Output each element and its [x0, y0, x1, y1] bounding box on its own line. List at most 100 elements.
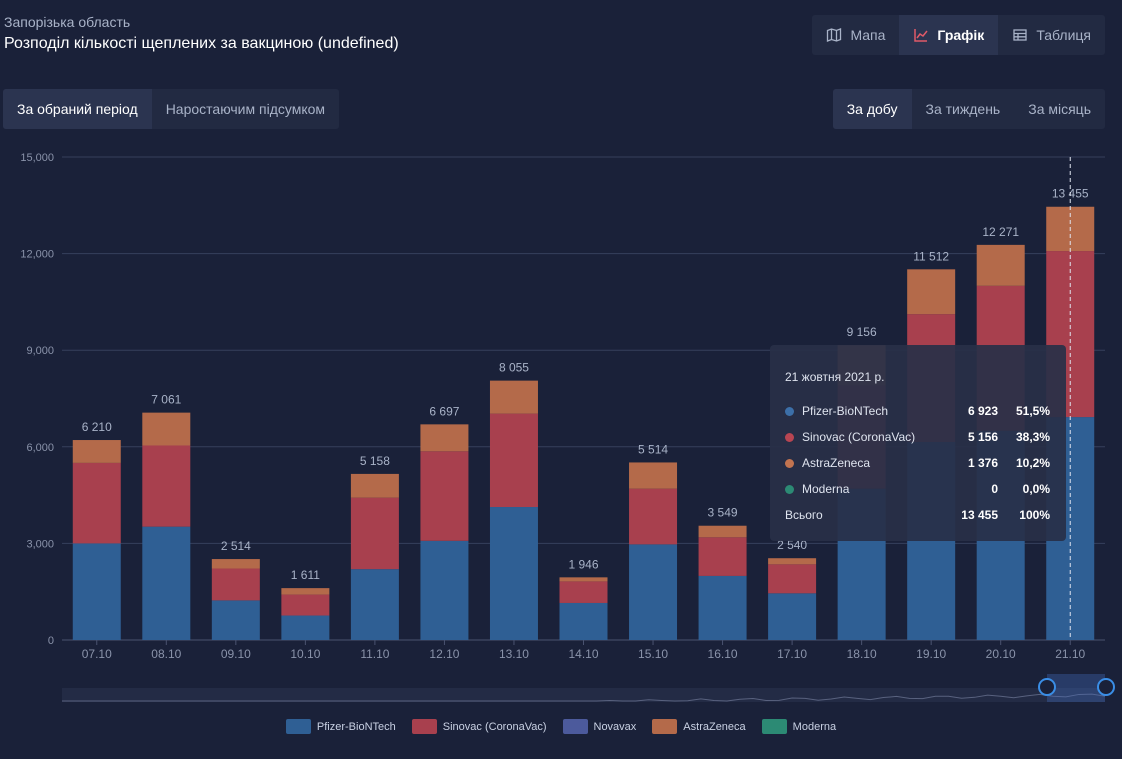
tooltip-series-value: 6 923 — [967, 404, 998, 418]
tooltip-row: Sinovac (CoronaVac) 5 156 38,3% — [785, 424, 1050, 450]
tooltip-row: Pfizer-BioNTech 6 923 51,5% — [785, 398, 1050, 424]
tooltip-series-percent: 51,5% — [1015, 404, 1050, 418]
step-month-button[interactable]: За місяць — [1028, 101, 1091, 117]
bar-segment — [142, 526, 191, 640]
legend-swatch — [411, 719, 437, 734]
bar-total-label: 1 946 — [568, 557, 598, 571]
tab-chart[interactable]: Графік — [899, 15, 999, 55]
bar-total-label: 2 540 — [777, 538, 807, 552]
tooltip-series-percent: 10,2% — [1015, 456, 1050, 470]
series-dot — [785, 406, 794, 416]
bar-segment — [698, 525, 747, 538]
bar-segment — [489, 413, 538, 508]
bar-segment — [142, 412, 191, 446]
bar-total-label: 5 158 — [360, 454, 390, 468]
bar-total-label: 6 210 — [82, 420, 112, 434]
x-tick-label: 16.10 — [708, 647, 738, 661]
step-week-button[interactable]: За тиждень — [925, 101, 1001, 117]
tab-chart-label: Графік — [937, 27, 985, 43]
bar-total-label: 12 271 — [982, 225, 1019, 239]
tooltip-series-percent: 0,0% — [1022, 482, 1050, 496]
x-tick-label: 21.10 — [1055, 647, 1085, 661]
chart-tooltip: 21 жовтня 2021 р. Pfizer-BioNTech 6 923 … — [770, 345, 1066, 541]
x-tick-label: 15.10 — [638, 647, 668, 661]
bar-segment — [698, 537, 747, 576]
bar-segment — [976, 244, 1025, 286]
bar-segment — [211, 568, 260, 601]
bar-segment — [72, 440, 121, 463]
x-tick-label: 17.10 — [777, 647, 807, 661]
bar-segment — [907, 269, 956, 315]
bar-segment — [211, 559, 260, 569]
bar-total-label: 5 514 — [638, 442, 668, 456]
bar-segment — [350, 569, 399, 640]
step-day-button[interactable]: За добу — [832, 89, 912, 129]
chart-title: Розподіл кількості щеплених за вакциною … — [4, 35, 399, 52]
legend-label: AstraZeneca — [683, 720, 746, 733]
range-slider-handle-left — [1038, 678, 1056, 696]
bar-total-label: 2 514 — [221, 539, 251, 553]
bar-segment — [768, 593, 817, 640]
x-tick-label: 19.10 — [916, 647, 946, 661]
legend-item-moderna[interactable]: Moderna — [761, 719, 837, 734]
y-tick-label: 0 — [48, 635, 54, 647]
bar-segment — [698, 575, 747, 640]
bar-total-label: 1 611 — [291, 568, 320, 582]
tab-map-label: Мапа — [850, 27, 886, 43]
legend-item-astrazeneca[interactable]: AstraZeneca — [652, 719, 746, 734]
range-slider-handle-right — [1097, 678, 1115, 696]
tooltip-total-row: Всього 13 455 100% — [785, 502, 1050, 528]
tooltip-total-label: Всього — [785, 508, 823, 522]
bar-segment — [420, 540, 469, 640]
bar-segment — [768, 558, 817, 565]
series-dot — [785, 432, 794, 442]
bar-segment — [629, 462, 678, 489]
bar-segment — [629, 488, 678, 545]
x-tick-label: 14.10 — [568, 647, 598, 661]
bar-segment — [489, 380, 538, 414]
period-toggle: За обраний період Наростаючим підсумком — [3, 89, 340, 129]
chart-header: Запорізька область Розподіл кількості ще… — [4, 14, 399, 53]
bar-segment — [281, 588, 330, 595]
range-slider-selection — [1047, 674, 1105, 702]
legend-item-pfizer[interactable]: Pfizer-BioNTech — [285, 719, 396, 734]
tooltip-series-name: Sinovac (CoronaVac) — [802, 430, 916, 444]
bar-total-label: 6 697 — [429, 404, 459, 418]
tooltip-series-name: Pfizer-BioNTech — [802, 404, 889, 418]
view-toggle: Мапа Графік Таблиця — [812, 15, 1105, 55]
legend-label: Sinovac (CoronaVac) — [442, 720, 547, 733]
series-dot — [785, 458, 794, 468]
tooltip-row: AstraZeneca 1 376 10,2% — [785, 450, 1050, 476]
bar-segment — [350, 497, 399, 570]
chart-legend: Pfizer-BioNTech Sinovac (CoronaVac) Nova… — [0, 719, 1122, 734]
x-tick-label: 18.10 — [847, 647, 877, 661]
bar-segment — [559, 581, 608, 603]
bar-segment — [211, 600, 260, 640]
tooltip-series-value: 0 — [991, 482, 998, 496]
legend-swatch — [285, 719, 311, 734]
bar-segment — [489, 507, 538, 640]
period-cumulative-button[interactable]: Наростаючим підсумком — [165, 101, 326, 117]
x-tick-label: 11.10 — [360, 647, 389, 661]
x-tick-label: 13.10 — [499, 647, 529, 661]
bar-total-label: 11 512 — [913, 249, 949, 263]
tab-table[interactable]: Таблиця — [998, 15, 1105, 55]
legend-item-sinovac[interactable]: Sinovac (CoronaVac) — [411, 719, 547, 734]
table-icon — [1013, 29, 1027, 41]
tab-map[interactable]: Мапа — [812, 15, 899, 55]
range-slider-track — [62, 688, 1105, 702]
tab-table-label: Таблиця — [1036, 27, 1091, 43]
y-tick-label: 9,000 — [26, 345, 54, 357]
period-selected-button[interactable]: За обраний період — [3, 89, 152, 129]
tooltip-row: Moderna 0 0,0% — [785, 476, 1050, 502]
range-slider-sparkline — [62, 693, 1106, 702]
bar-segment — [559, 577, 608, 582]
legend-item-novavax[interactable]: Novavax — [562, 719, 636, 734]
tooltip-series-name: Moderna — [802, 482, 850, 496]
legend-label: Moderna — [792, 720, 837, 733]
step-toggle: За добу За тиждень За місяць — [832, 89, 1105, 129]
bar-segment — [768, 564, 817, 594]
bar-segment — [350, 473, 399, 498]
bar-segment — [281, 594, 330, 616]
bar-segment — [72, 462, 121, 544]
